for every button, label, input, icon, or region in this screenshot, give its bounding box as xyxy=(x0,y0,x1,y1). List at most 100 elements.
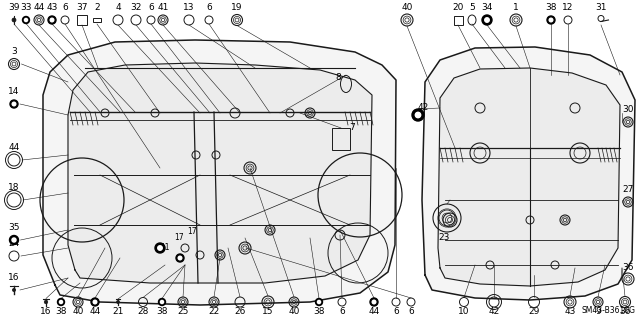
Text: SM43-B3610G: SM43-B3610G xyxy=(582,306,636,315)
Circle shape xyxy=(10,100,18,108)
Text: 18: 18 xyxy=(8,183,20,192)
Text: 31: 31 xyxy=(595,3,607,11)
Text: 6: 6 xyxy=(62,3,68,11)
Text: 40: 40 xyxy=(288,308,300,316)
Text: 39: 39 xyxy=(8,3,20,11)
Text: 26: 26 xyxy=(234,308,246,316)
Circle shape xyxy=(415,112,420,118)
Circle shape xyxy=(50,18,54,22)
Text: 42: 42 xyxy=(488,308,500,316)
Text: 17: 17 xyxy=(187,227,197,236)
Text: 6: 6 xyxy=(148,3,154,11)
Bar xyxy=(454,16,463,25)
Text: 42: 42 xyxy=(417,102,429,112)
Text: 38: 38 xyxy=(55,308,67,316)
Text: 40: 40 xyxy=(401,3,413,11)
Text: 35: 35 xyxy=(8,224,20,233)
Circle shape xyxy=(22,17,29,24)
Text: 32: 32 xyxy=(131,3,141,11)
Circle shape xyxy=(155,243,165,253)
Text: 28: 28 xyxy=(138,308,148,316)
Circle shape xyxy=(12,18,16,22)
Bar xyxy=(93,18,101,22)
Circle shape xyxy=(484,18,489,22)
Text: 9: 9 xyxy=(595,308,601,316)
Circle shape xyxy=(161,300,164,304)
Circle shape xyxy=(44,300,48,304)
Circle shape xyxy=(547,16,555,24)
Text: 43: 43 xyxy=(564,308,576,316)
Circle shape xyxy=(157,246,163,250)
Text: 6: 6 xyxy=(408,308,414,316)
Circle shape xyxy=(370,298,378,306)
Circle shape xyxy=(116,300,120,303)
Text: 37: 37 xyxy=(76,3,88,11)
Polygon shape xyxy=(422,47,635,300)
Bar xyxy=(332,128,350,150)
Text: 3: 3 xyxy=(11,48,17,56)
Bar xyxy=(77,15,87,25)
Circle shape xyxy=(482,15,492,25)
Text: 22: 22 xyxy=(209,308,220,316)
Circle shape xyxy=(91,298,99,306)
Text: 38: 38 xyxy=(545,3,557,11)
Text: 8: 8 xyxy=(335,72,341,81)
Circle shape xyxy=(159,299,166,306)
Text: 19: 19 xyxy=(231,3,243,11)
Text: 30: 30 xyxy=(622,106,634,115)
Text: 6: 6 xyxy=(393,308,399,316)
Text: 38: 38 xyxy=(156,308,168,316)
Circle shape xyxy=(549,18,553,22)
Text: 40: 40 xyxy=(72,308,84,316)
Text: 20: 20 xyxy=(452,3,464,11)
Text: 27: 27 xyxy=(622,186,634,195)
Text: 11: 11 xyxy=(160,243,170,253)
Text: 17: 17 xyxy=(174,234,184,242)
Text: 44: 44 xyxy=(8,144,20,152)
Text: 44: 44 xyxy=(369,308,380,316)
Text: 36: 36 xyxy=(620,308,631,316)
Text: 16: 16 xyxy=(40,308,52,316)
Text: 43: 43 xyxy=(46,3,58,11)
Circle shape xyxy=(58,299,65,306)
Circle shape xyxy=(48,16,56,24)
Text: 36: 36 xyxy=(622,263,634,271)
Text: 33: 33 xyxy=(20,3,32,11)
Text: 2: 2 xyxy=(94,3,100,11)
Circle shape xyxy=(178,256,182,260)
Text: 7: 7 xyxy=(349,123,355,132)
Text: 12: 12 xyxy=(563,3,573,11)
Circle shape xyxy=(10,235,19,244)
Circle shape xyxy=(93,300,97,304)
Circle shape xyxy=(317,300,321,304)
Circle shape xyxy=(12,102,16,106)
Polygon shape xyxy=(43,40,396,305)
Text: 44: 44 xyxy=(33,3,45,11)
Circle shape xyxy=(24,19,28,22)
Text: 44: 44 xyxy=(90,308,100,316)
Text: 14: 14 xyxy=(8,87,20,97)
Text: 41: 41 xyxy=(157,3,169,11)
Polygon shape xyxy=(68,63,372,283)
Text: 38: 38 xyxy=(313,308,324,316)
Text: 16: 16 xyxy=(8,273,20,283)
Text: 21: 21 xyxy=(112,308,124,316)
Text: 5: 5 xyxy=(469,3,475,11)
Polygon shape xyxy=(438,68,620,286)
Text: 23: 23 xyxy=(438,234,450,242)
Text: 4: 4 xyxy=(115,3,121,11)
Text: 15: 15 xyxy=(262,308,274,316)
Text: 6: 6 xyxy=(339,308,345,316)
Circle shape xyxy=(12,238,16,242)
Circle shape xyxy=(60,300,63,304)
Circle shape xyxy=(412,109,424,121)
Text: 34: 34 xyxy=(481,3,493,11)
Circle shape xyxy=(316,299,323,306)
Text: 13: 13 xyxy=(183,3,195,11)
Text: 10: 10 xyxy=(458,308,470,316)
Circle shape xyxy=(372,300,376,304)
Text: 24: 24 xyxy=(8,240,20,249)
Circle shape xyxy=(12,288,15,292)
Text: 1: 1 xyxy=(513,3,519,11)
Circle shape xyxy=(176,254,184,262)
